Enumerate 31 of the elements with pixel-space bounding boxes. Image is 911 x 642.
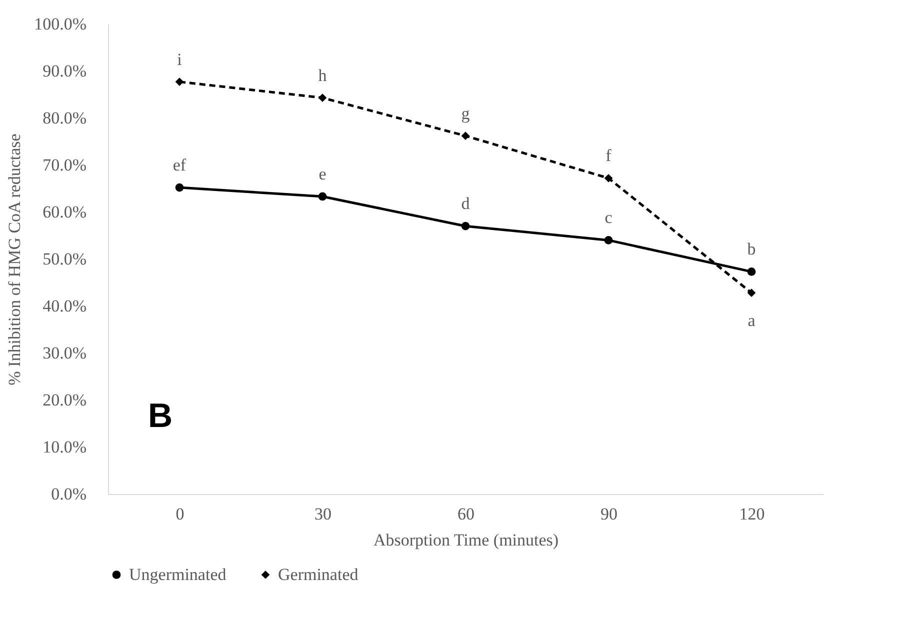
x-tick-label: 120 (739, 504, 765, 524)
y-tick-label: 30.0% (42, 344, 86, 362)
y-tick-label: 50.0% (42, 250, 86, 268)
annotation: a (748, 310, 756, 330)
y-axis-title: % Inhibition of HMG CoA reductase (5, 134, 24, 386)
annotation: i (177, 50, 182, 69)
annotation: e (318, 164, 326, 184)
y-tick-label: 20.0% (42, 390, 86, 410)
annotation: ef (172, 156, 186, 175)
x-tick-label: 0 (176, 504, 184, 524)
annotation: f (606, 146, 612, 166)
x-tick-label: 60 (458, 504, 474, 524)
y-tick-label: 70.0% (42, 156, 86, 174)
legend-label: Germinated (278, 564, 359, 584)
y-tick-label: 10.0% (42, 438, 86, 456)
x-axis-title: Absorption Time (minutes) (373, 530, 559, 550)
annotation: g (461, 104, 470, 123)
annotation: c (604, 208, 613, 228)
annotation: B (148, 397, 173, 435)
annotation: d (461, 194, 470, 214)
y-tick-label: 80.0% (42, 108, 86, 128)
y-tick-label: 100.0% (34, 14, 86, 34)
annotation: b (747, 240, 756, 259)
y-tick-label: 0.0% (51, 484, 86, 504)
y-tick-label: 60.0% (42, 202, 86, 222)
y-tick-label: 40.0% (42, 296, 86, 316)
legend-label: Ungerminated (129, 564, 227, 584)
y-tick-label: 90.0% (42, 62, 86, 80)
x-tick-label: 90 (600, 504, 618, 524)
x-tick-label: 30 (314, 504, 332, 524)
annotation: h (318, 66, 328, 85)
